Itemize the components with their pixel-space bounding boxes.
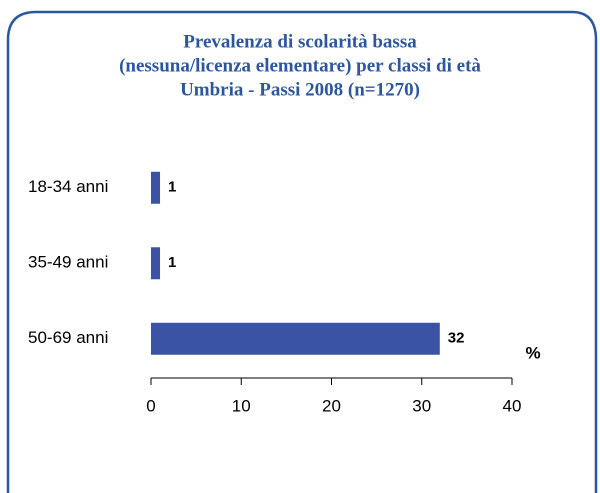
bar	[151, 322, 440, 355]
x-tick-label: 10	[232, 396, 251, 415]
value-label: 1	[168, 254, 176, 271]
value-label: 1	[168, 179, 176, 196]
bar	[151, 247, 161, 280]
frame	[6, 10, 598, 493]
y-tick-label: 35-49 anni	[28, 253, 108, 272]
y-tick-label: 50-69 anni	[28, 328, 108, 347]
chart-title: Prevalenza di scolarità bassa	[183, 31, 417, 52]
x-tick-label: 30	[412, 396, 431, 415]
x-axis-label: %	[525, 343, 540, 362]
bar	[151, 171, 161, 204]
chart-title: Umbria - Passi 2008 (n=1270)	[180, 79, 420, 100]
x-tick-label: 40	[503, 396, 522, 415]
value-label: 32	[448, 330, 465, 347]
x-tick-label: 20	[322, 396, 341, 415]
y-tick-label: 18-34 anni	[28, 177, 108, 196]
x-tick-label: 0	[146, 396, 155, 415]
chart-title: (nessuna/licenza elementare) per classi …	[119, 55, 481, 76]
